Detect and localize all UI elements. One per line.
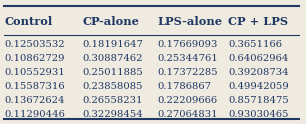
- Text: 0.17372285: 0.17372285: [158, 68, 218, 77]
- Text: 0.1786867: 0.1786867: [158, 82, 212, 91]
- Text: 0.26558231: 0.26558231: [83, 96, 143, 105]
- Text: CP + LPS: CP + LPS: [228, 16, 288, 28]
- Text: CP-alone: CP-alone: [83, 16, 140, 28]
- Text: 0.25344761: 0.25344761: [158, 54, 218, 63]
- Text: 0.32298454: 0.32298454: [83, 110, 143, 119]
- Text: 0.22209666: 0.22209666: [158, 96, 218, 105]
- Text: 0.49942059: 0.49942059: [228, 82, 289, 91]
- Text: LPS-alone: LPS-alone: [158, 16, 223, 28]
- Text: 0.17669093: 0.17669093: [158, 40, 218, 49]
- Text: Control: Control: [4, 16, 53, 28]
- Text: 0.10552931: 0.10552931: [4, 68, 65, 77]
- Text: 0.64062964: 0.64062964: [228, 54, 289, 63]
- Text: 0.85718475: 0.85718475: [228, 96, 289, 105]
- Text: 0.39208734: 0.39208734: [228, 68, 289, 77]
- Text: 0.30887462: 0.30887462: [83, 54, 143, 63]
- Text: 0.93030465: 0.93030465: [228, 110, 289, 119]
- Text: 0.15587316: 0.15587316: [4, 82, 65, 91]
- Text: 0.3651166: 0.3651166: [228, 40, 282, 49]
- Text: 0.10862729: 0.10862729: [4, 54, 65, 63]
- Text: 0.13672624: 0.13672624: [4, 96, 65, 105]
- Text: 0.12503532: 0.12503532: [4, 40, 65, 49]
- Text: 0.23858085: 0.23858085: [83, 82, 143, 91]
- Text: 0.18191647: 0.18191647: [83, 40, 144, 49]
- Text: 0.11290446: 0.11290446: [4, 110, 65, 119]
- Text: 0.27064831: 0.27064831: [158, 110, 218, 119]
- Text: 0.25011885: 0.25011885: [83, 68, 143, 77]
